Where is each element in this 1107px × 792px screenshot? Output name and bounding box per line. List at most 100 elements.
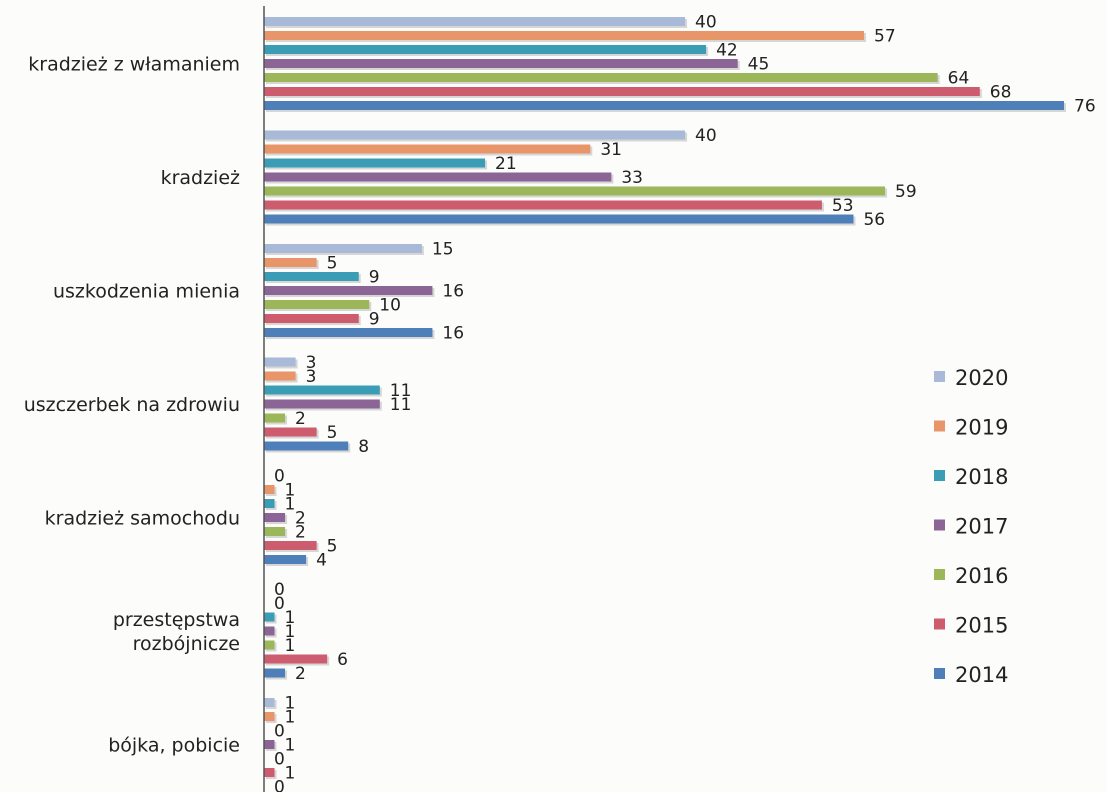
legend-swatch <box>934 618 945 630</box>
value-label: 40 <box>695 126 717 146</box>
bar-2020-6 <box>264 698 275 707</box>
bar-2018-2 <box>264 272 359 281</box>
bar-2018-4 <box>264 499 275 508</box>
bar-2017-0 <box>264 59 738 68</box>
value-label: 45 <box>748 55 770 75</box>
value-label: 1 <box>285 708 296 728</box>
legend-swatch <box>934 470 945 481</box>
value-label: 31 <box>600 140 622 160</box>
bar-2015-1 <box>264 200 822 210</box>
value-label: 21 <box>495 154 517 174</box>
value-label: 1 <box>285 495 296 515</box>
category-label: kradzież <box>161 167 240 189</box>
bar-2015-0 <box>264 87 980 96</box>
value-label: 4 <box>316 551 327 571</box>
bar-2016-1 <box>264 186 886 196</box>
bar-2019-2 <box>264 258 317 267</box>
bar-2015-3 <box>264 427 317 437</box>
bar-2018-0 <box>264 45 707 54</box>
value-label: 5 <box>327 423 338 443</box>
legend-swatch <box>934 569 945 580</box>
bar-2014-0 <box>264 101 1064 110</box>
bar-2015-6 <box>264 768 275 777</box>
bar-2014-4 <box>264 555 307 564</box>
category-label: kradzież z włamaniem <box>28 54 240 76</box>
bar-2018-1 <box>264 158 486 168</box>
value-label: 53 <box>832 196 854 216</box>
bar-2015-5 <box>264 654 328 664</box>
legend-label: 2014 <box>955 663 1008 687</box>
value-label: 3 <box>306 353 317 373</box>
value-label: 1 <box>285 736 296 756</box>
value-label: 1 <box>285 608 296 628</box>
value-label: 9 <box>369 310 380 330</box>
legend-swatch <box>934 420 945 432</box>
bar-2016-0 <box>264 73 938 82</box>
bars-layer <box>264 17 1066 779</box>
bar-2017-6 <box>264 740 275 749</box>
value-label: 68 <box>990 83 1012 103</box>
value-label: 76 <box>1074 97 1096 117</box>
value-label: 11 <box>390 381 412 401</box>
value-label: 42 <box>716 41 738 61</box>
legend-label: 2018 <box>955 465 1008 489</box>
value-label: 56 <box>863 210 885 230</box>
bar-2019-1 <box>264 144 591 154</box>
value-label: 0 <box>274 778 285 792</box>
value-label: 1 <box>285 694 296 714</box>
legend-label: 2015 <box>955 614 1008 638</box>
value-label: 2 <box>295 409 306 429</box>
category-label: uszkodzenia mienia <box>53 281 240 303</box>
bar-2019-6 <box>264 712 275 721</box>
value-label: 8 <box>358 437 369 457</box>
bar-2014-3 <box>264 441 349 451</box>
bar-2015-2 <box>264 314 359 323</box>
bar-2020-1 <box>264 130 686 140</box>
value-label: 1 <box>285 764 296 784</box>
value-label: 0 <box>274 580 285 600</box>
value-label: 33 <box>621 168 643 188</box>
bar-2020-0 <box>264 17 686 26</box>
legend-label: 2017 <box>955 515 1008 539</box>
value-label: 5 <box>327 537 338 557</box>
value-label: 5 <box>327 254 338 274</box>
bar-2017-3 <box>264 399 380 409</box>
bar-2019-0 <box>264 31 864 40</box>
legend-swatch <box>934 371 945 382</box>
legend-swatch <box>934 668 945 679</box>
legend: 2020 2019 2018 2017 2016 2015 2014 <box>934 366 1008 687</box>
legend-swatch <box>934 519 945 531</box>
value-label: 16 <box>442 282 464 302</box>
bar-2016-5 <box>264 640 275 650</box>
value-label: 6 <box>337 650 348 670</box>
value-label: 40 <box>695 13 717 33</box>
bar-2020-3 <box>264 357 296 367</box>
value-label: 57 <box>874 27 896 47</box>
category-labels-layer: kradzież z włamaniem kradzież uszkodzenia … <box>24 54 240 757</box>
value-label: 2 <box>295 523 306 543</box>
value-label: 0 <box>274 594 285 614</box>
bar-2014-1 <box>264 214 854 224</box>
category-label: kradzież samochodu <box>45 508 240 530</box>
value-label: 64 <box>948 69 970 89</box>
bar-2014-2 <box>264 328 433 337</box>
value-label: 10 <box>379 296 401 316</box>
bar-2020-2 <box>264 244 422 253</box>
value-label: 1 <box>285 636 296 656</box>
bar-2015-4 <box>264 541 317 550</box>
bar-2016-3 <box>264 413 286 423</box>
value-label: 2 <box>295 664 306 684</box>
bar-2019-4 <box>264 485 275 494</box>
value-label: 2 <box>295 509 306 529</box>
bar-2014-5 <box>264 668 286 678</box>
value-label: 3 <box>306 367 317 387</box>
bar-2018-3 <box>264 385 380 395</box>
legend-label: 2020 <box>955 366 1008 390</box>
value-label: 15 <box>432 240 454 260</box>
bar-2016-2 <box>264 300 370 309</box>
value-label: 59 <box>895 182 917 202</box>
bar-2016-4 <box>264 527 286 536</box>
bar-2017-1 <box>264 172 612 182</box>
bar-2017-4 <box>264 513 286 522</box>
